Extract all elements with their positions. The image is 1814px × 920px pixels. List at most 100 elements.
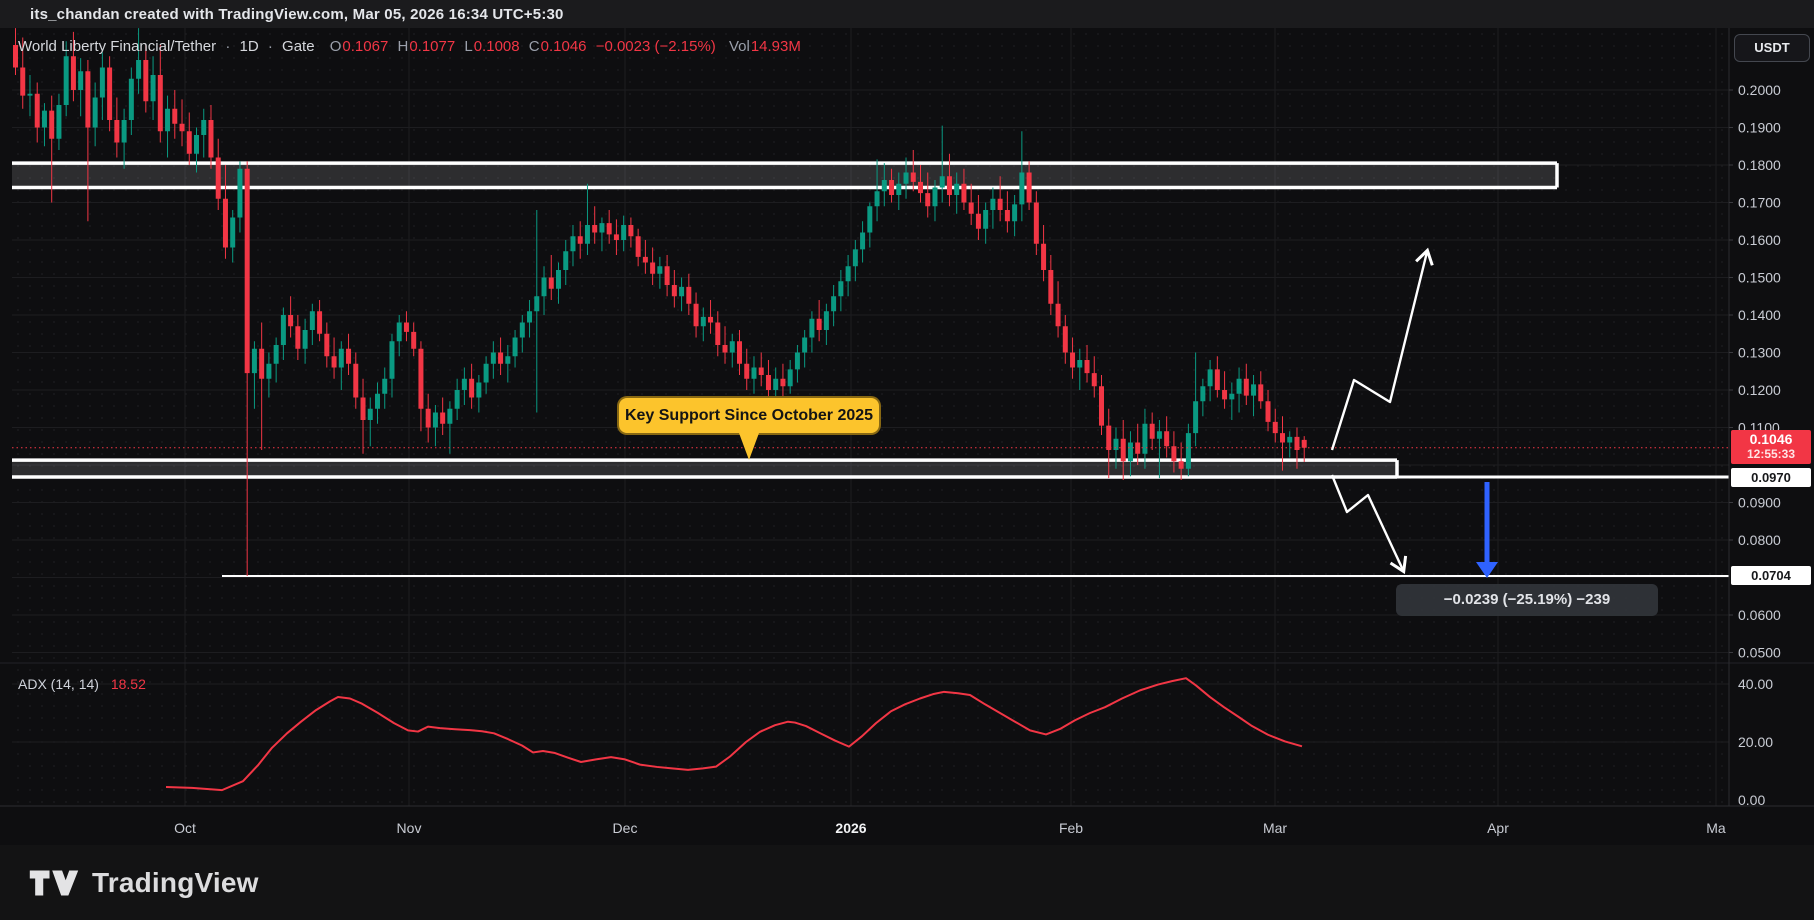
candle-body	[512, 337, 518, 357]
candle-body	[874, 191, 880, 207]
adx-tick-label: 40.00	[1738, 676, 1773, 692]
candle-body	[635, 236, 641, 257]
candle-body	[1214, 369, 1220, 390]
time-axis[interactable]: Oct Nov Dec 2026 Feb Mar Apr Ma	[174, 820, 1726, 836]
support-zone[interactable]	[12, 458, 1729, 479]
candle-body	[1156, 431, 1162, 439]
candle-body	[165, 108, 171, 132]
candle-body	[454, 390, 460, 409]
price-axis[interactable]: 0.2000 0.1900 0.1800 0.1700 0.1600 0.1500 0.14…	[1729, 82, 1781, 808]
key-support-callout[interactable]: Key Support Since October 2025	[617, 396, 881, 460]
callout-pointer	[739, 433, 759, 460]
candle-body	[1127, 442, 1133, 462]
candle-body	[584, 225, 590, 244]
up-trend-arrow[interactable]	[1330, 247, 1434, 451]
candle-body	[939, 176, 945, 188]
candlesticks[interactable]	[13, 28, 1307, 576]
candle-body	[41, 110, 47, 128]
candle-body	[1222, 390, 1228, 400]
candle-body	[92, 97, 98, 128]
candle-body	[1106, 425, 1112, 450]
price-tick-label: 0.1600	[1738, 232, 1781, 248]
candle-body	[910, 172, 916, 182]
candle-body	[1200, 386, 1206, 402]
candle-body	[70, 56, 76, 90]
candle-body	[592, 225, 598, 233]
tradingview-logo[interactable]: TradingView	[28, 866, 259, 900]
candle-body	[324, 333, 330, 357]
candle-body	[1012, 204, 1018, 222]
price-tick-label: 0.0800	[1738, 532, 1781, 548]
time-tick-label: Mar	[1263, 820, 1287, 836]
price-tick-label: 0.1400	[1738, 307, 1781, 323]
candle-body	[737, 341, 742, 364]
candle-body	[838, 281, 844, 297]
candle-body	[758, 367, 764, 375]
candle-body	[56, 105, 62, 139]
candle-body	[251, 348, 257, 374]
candle-body	[577, 236, 583, 244]
candle-body	[527, 311, 533, 323]
price-tick-label: 0.1700	[1738, 195, 1781, 211]
candle-body	[375, 393, 380, 409]
candle-body	[201, 120, 207, 135]
measure-tooltip: −0.0239 (−25.19%) −239	[1396, 584, 1658, 616]
candle-body	[215, 157, 221, 199]
price-tick-label: 0.1300	[1738, 345, 1781, 361]
adx-indicator-legend: ADX (14, 14) 18.52	[18, 676, 146, 692]
attribution-text: its_chandan created with TradingView.com…	[30, 5, 564, 23]
candle-body	[621, 225, 627, 240]
chart-canvas[interactable]: 0.2000 0.1900 0.1800 0.1700 0.1600 0.1500 0.14…	[0, 28, 1814, 845]
adx-name[interactable]: ADX (14, 14)	[18, 676, 99, 692]
candle-body	[331, 356, 337, 368]
currency-toggle-button[interactable]: USDT	[1734, 34, 1810, 62]
candle-body	[78, 71, 84, 90]
change-value: −0.0023 (−2.15%)	[595, 38, 716, 55]
interval-label[interactable]: 1D	[239, 38, 259, 55]
candle-body	[396, 322, 402, 342]
candle-body	[642, 256, 648, 263]
resistance-zone[interactable]	[12, 161, 1559, 190]
close-label: C	[528, 38, 540, 55]
candle-body	[1033, 202, 1039, 244]
down-trend-arrow[interactable]	[1330, 474, 1408, 575]
candle-body	[729, 341, 735, 353]
candle-body	[802, 337, 808, 353]
adx-value: 18.52	[110, 676, 146, 692]
candle-body	[266, 363, 272, 379]
candle-body	[382, 378, 388, 394]
candle-body	[556, 270, 561, 289]
candle-body	[498, 352, 504, 364]
low-level-badge: 0.0704	[1731, 566, 1811, 585]
price-tick-label: 0.0900	[1738, 495, 1781, 511]
time-tick-label: Dec	[613, 820, 638, 836]
candle-body	[664, 266, 670, 285]
callout-text: Key Support Since October 2025	[624, 407, 874, 424]
candle-body	[954, 183, 960, 195]
candle-body	[1084, 360, 1090, 374]
candle-body	[650, 262, 656, 274]
candle-body	[447, 408, 453, 424]
symbol-title[interactable]: World Liberty Financial/Tether	[18, 38, 217, 55]
candle-body	[1048, 270, 1054, 304]
candle-body	[975, 213, 981, 229]
candle-body	[1149, 423, 1155, 439]
time-tick-label: Oct	[174, 820, 196, 836]
candle-body	[20, 67, 26, 96]
candle-body	[983, 210, 989, 229]
candle-body	[852, 249, 858, 267]
chart-area[interactable]: 0.2000 0.1900 0.1800 0.1700 0.1600 0.1500 0.14…	[0, 28, 1814, 845]
candle-body	[606, 223, 612, 235]
adx-tick-label: 0.00	[1738, 792, 1765, 808]
adx-line	[165, 677, 1303, 792]
candle-body	[1041, 243, 1047, 270]
candle-body	[765, 375, 771, 390]
candle-body	[483, 363, 489, 383]
candle-body	[411, 331, 417, 349]
candle-body	[1272, 421, 1278, 434]
candle-body	[1301, 439, 1307, 448]
candle-body	[1287, 436, 1293, 443]
blue-measure-arrow[interactable]	[1476, 482, 1498, 578]
last-price-value: 0.1046	[1749, 431, 1793, 447]
open-value: 0.1067	[342, 38, 389, 55]
